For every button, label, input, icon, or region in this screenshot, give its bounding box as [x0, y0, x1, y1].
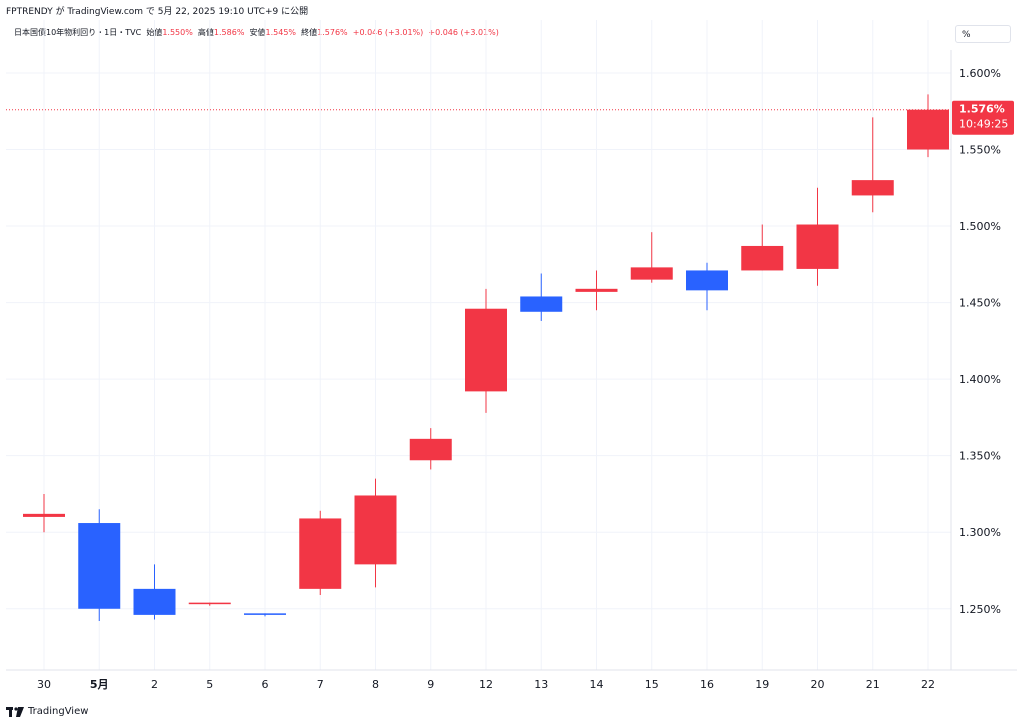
candle[interactable]: [244, 613, 286, 617]
price-tick-label: 1.600%: [959, 67, 1001, 80]
price-tick-label: 1.400%: [959, 373, 1001, 386]
time-tick-label: 22: [921, 678, 935, 691]
time-tick-label: 19: [755, 678, 769, 691]
time-tick-label: 15: [645, 678, 659, 691]
change-value: +0.046 (+3.01%): [352, 28, 424, 37]
time-tick-label: 2: [151, 678, 158, 691]
price-tick-label: 1.450%: [959, 297, 1001, 310]
time-tick-label: 5: [206, 678, 213, 691]
candle[interactable]: [78, 509, 121, 622]
price-badge: 1.576% 10:49:25: [952, 100, 1014, 135]
close-value: 1.576%: [317, 28, 348, 37]
candle[interactable]: [630, 232, 673, 283]
candle-body: [299, 518, 342, 589]
price-tick-label: 1.300%: [959, 526, 1001, 539]
price-axis[interactable]: 1.250% 1.300% 1.350% 1.400% 1.450% 1.500% 1.55…: [959, 67, 1001, 616]
candle-body: [686, 270, 728, 291]
time-tick-label: 6: [262, 678, 269, 691]
tradingview-logo-icon: [6, 706, 24, 717]
time-tick-label: 8: [372, 678, 379, 691]
candle-body: [796, 224, 839, 269]
candle[interactable]: [23, 493, 65, 533]
candle-body: [244, 613, 286, 615]
time-tick-label: 14: [590, 678, 604, 691]
candle[interactable]: [188, 602, 231, 606]
candle-body: [907, 109, 949, 150]
price-tick-label: 1.550%: [959, 144, 1001, 157]
time-tick-label: 20: [811, 678, 825, 691]
candle-body: [23, 513, 65, 517]
candle[interactable]: [520, 273, 563, 321]
time-tick-label: 5月: [90, 678, 109, 691]
symbol-label[interactable]: 日本国債10年物利回り・1日・TVC: [14, 28, 142, 37]
candles: [23, 94, 949, 622]
low-value: 1.545%: [265, 28, 297, 37]
price-badge-value: 1.576%: [959, 103, 1005, 116]
candle[interactable]: [796, 187, 839, 286]
change-value-2: +0.046 (+3.01%): [428, 28, 499, 37]
price-tick-label: 1.350%: [959, 450, 1001, 463]
candle-body: [520, 296, 563, 312]
candle[interactable]: [465, 288, 507, 413]
high-value: 1.586%: [213, 28, 245, 37]
unit-selector[interactable]: %: [955, 25, 1011, 43]
time-tick-label: 12: [479, 678, 493, 691]
price-badge-countdown: 10:49:25: [959, 118, 1008, 131]
candle[interactable]: [409, 428, 452, 470]
candle[interactable]: [907, 94, 949, 158]
candle[interactable]: [354, 478, 397, 588]
footer-brand-label: TradingView: [28, 706, 89, 717]
candle-body: [354, 495, 397, 565]
time-tick-label: 30: [37, 678, 51, 691]
price-tick-label: 1.500%: [959, 220, 1001, 233]
candle[interactable]: [741, 224, 784, 271]
time-tick-label: 7: [317, 678, 324, 691]
candle-body: [851, 180, 894, 196]
candle-body: [630, 267, 673, 280]
candle-body: [465, 308, 507, 392]
candle-body: [188, 602, 231, 605]
candle[interactable]: [575, 270, 618, 311]
price-tick-label: 1.250%: [959, 603, 1001, 616]
candle[interactable]: [686, 262, 728, 311]
grid-lines: [6, 20, 951, 670]
candle-body: [78, 523, 121, 609]
candle-body: [133, 588, 176, 615]
candle[interactable]: [851, 117, 894, 213]
candle-body: [575, 288, 618, 292]
time-axis[interactable]: 30 5月 2 5 6 7 8 9 12 13 14 15 16 19 20 21 22: [37, 678, 935, 691]
candle-body: [409, 438, 452, 461]
low-label: 安値: [249, 28, 266, 37]
time-tick-label: 9: [427, 678, 434, 691]
time-tick-label: 16: [700, 678, 714, 691]
time-tick-label: 13: [534, 678, 548, 691]
open-value: 1.550%: [162, 28, 193, 37]
candle[interactable]: [133, 564, 176, 620]
close-label: 終値: [301, 28, 318, 37]
candle-body: [741, 245, 784, 271]
time-tick-label: 21: [866, 678, 880, 691]
footer-brand[interactable]: TradingView: [6, 706, 88, 717]
candle[interactable]: [299, 510, 342, 595]
publisher-line: FPTRENDY が TradingView.com で 5月 22, 2025…: [6, 7, 309, 17]
high-label: 高値: [197, 28, 214, 37]
